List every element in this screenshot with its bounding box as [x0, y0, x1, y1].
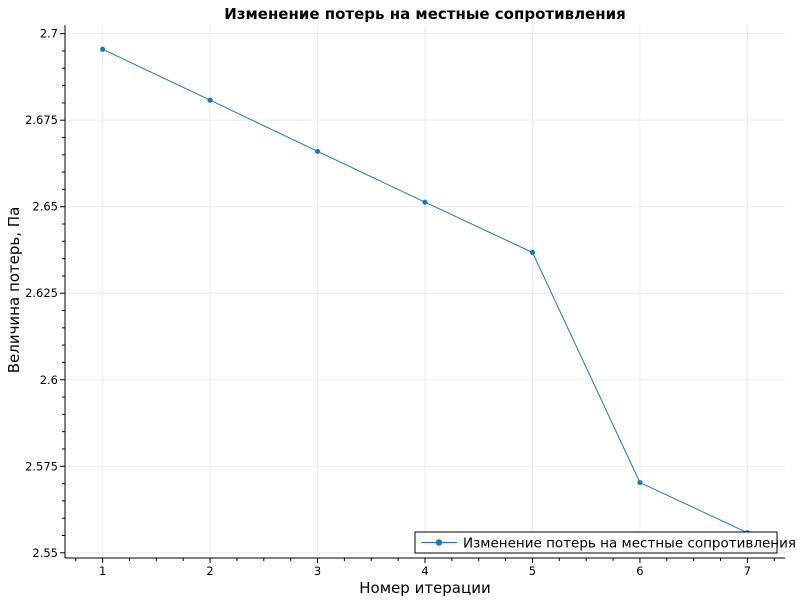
x-tick-label: 7 [744, 564, 751, 578]
legend-marker-icon [435, 539, 443, 546]
data-point[interactable] [637, 479, 643, 486]
data-point[interactable] [529, 249, 536, 255]
y-tick-label: 2.575 [25, 459, 58, 473]
series-layer [100, 46, 750, 536]
x-tick-label: 3 [314, 564, 321, 578]
grid [65, 25, 785, 558]
x-axis-label: Номер итерации [359, 579, 490, 597]
y-tick-label: 2.675 [25, 113, 58, 127]
x-axis-ticks: 1 2 3 4 5 6 7 [75, 558, 775, 578]
data-point[interactable] [207, 97, 213, 103]
x-tick-label: 6 [636, 564, 643, 578]
legend-box [414, 531, 778, 554]
x-tick-label: 2 [206, 564, 213, 578]
chart-title: Изменение потерь на местные сопротивлени… [224, 5, 626, 23]
data-point[interactable] [314, 148, 321, 154]
data-point[interactable] [100, 46, 106, 52]
y-axis-ticks: 2.55 2.575 2.6 2.625 2.65 2.675 2.7 [25, 27, 65, 560]
y-tick-label: 2.625 [25, 286, 58, 300]
y-axis-label: Величина потерь, Па [5, 207, 23, 374]
y-tick-label: 2.7 [40, 27, 58, 41]
x-tick-label: 5 [529, 564, 536, 578]
y-tick-label: 2.55 [32, 546, 58, 560]
x-tick-label: 1 [99, 564, 106, 578]
y-tick-label: 2.6 [40, 373, 58, 387]
legend[interactable]: Изменение потерь на местные сопротивлени… [414, 531, 796, 554]
y-tick-label: 2.65 [32, 200, 58, 214]
legend-entry-label: Изменение потерь на местные сопротивлени… [463, 536, 796, 552]
data-point[interactable] [422, 199, 428, 205]
x-tick-label: 4 [421, 564, 428, 578]
